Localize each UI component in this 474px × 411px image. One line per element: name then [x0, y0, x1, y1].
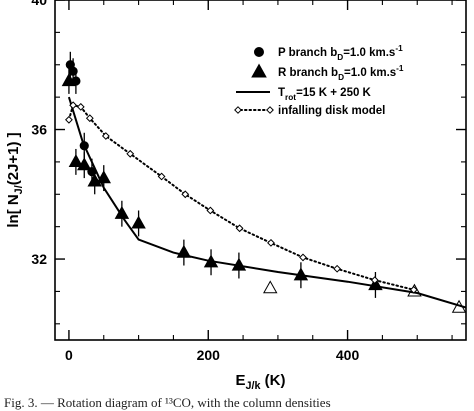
legend-label: R branch bD=1.0 km.s-1 [278, 64, 404, 82]
infall-diamond-marker [157, 172, 166, 181]
r-branch-marker [77, 157, 92, 171]
infall-diamond-marker [101, 132, 110, 140]
y-axis-title: ln[ NJ/(2J+1) ] [5, 132, 25, 227]
legend-item: Trot=15 K + 250 K [236, 87, 372, 102]
infall-diamond-marker [299, 253, 307, 262]
y-tick-label: 40 [31, 0, 47, 8]
r-branch-marker [131, 215, 146, 229]
infall-diamond-marker [333, 264, 342, 273]
upper-limit-marker [263, 280, 278, 294]
infall-diamond-marker [206, 206, 215, 215]
infall-diamond-marker [181, 190, 190, 199]
infall-diamond-marker [267, 238, 275, 247]
infall-diamond-marker [235, 224, 244, 233]
r-branch-marker [61, 73, 77, 87]
infall-diamond-marker [76, 102, 85, 111]
model-line-trot [67, 96, 466, 309]
series-layer [61, 51, 466, 313]
y-tick-label: 32 [31, 251, 47, 267]
legend-triangle-icon [251, 63, 267, 78]
series-t-rot-15-k-250-k [67, 96, 466, 309]
legend-label: P branch bD=1.0 km.s-1 [278, 44, 403, 62]
legend-item: infalling disk model [234, 105, 385, 117]
legend-item: P branch bD=1.0 km.s-1 [254, 44, 403, 62]
legend-diamond-icon [234, 106, 242, 114]
series-infalling-disk-model [65, 101, 418, 294]
infall-diamond-marker [69, 101, 78, 110]
legend-label: Trot=15 K + 250 K [278, 87, 372, 102]
legend-circle-icon [254, 47, 264, 57]
x-tick-label: 200 [197, 347, 221, 363]
plot-frame [54, 0, 467, 341]
infall-diamond-marker [65, 115, 73, 124]
infall-diamond-marker [409, 285, 418, 294]
axes: 0 200 400 32 36 40 EJ/k (K) ln[ NJ/(2J+1) ] [5, 0, 467, 392]
x-tick-label: 400 [336, 347, 360, 363]
infall-diamond-marker [85, 114, 94, 123]
legend: P branch bD=1.0 km.s-1 R branch bD=1.0 km… [234, 44, 404, 117]
model-line-infall [67, 104, 415, 291]
series-upper-limits [263, 280, 466, 313]
r-branch-marker [68, 154, 84, 168]
legend-item: R branch bD=1.0 km.s-1 [251, 63, 404, 82]
y-tick-label: 36 [31, 122, 47, 138]
x-tick-label: 0 [65, 347, 73, 363]
infall-diamond-marker [126, 149, 135, 158]
legend-label: infalling disk model [278, 105, 385, 117]
legend-diamond-icon [266, 106, 274, 114]
figure-caption: Fig. 3. — Rotation diagram of ¹³CO, with… [4, 395, 331, 410]
x-axis-title: EJ/k (K) [235, 372, 285, 392]
infall-diamond-marker [370, 276, 379, 285]
